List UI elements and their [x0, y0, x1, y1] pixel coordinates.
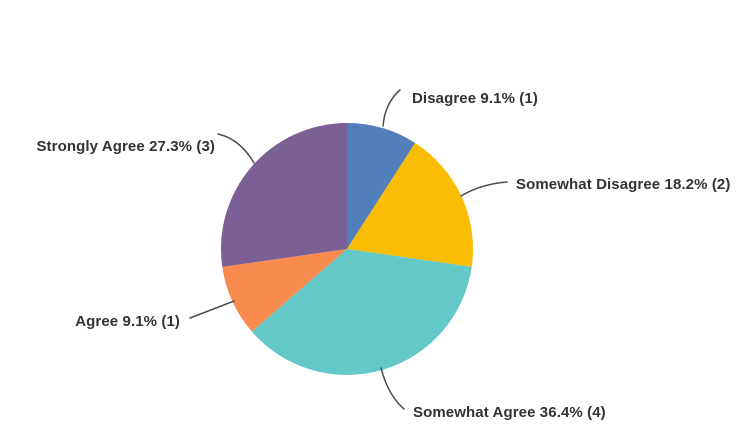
pie-slice-agree[interactable]: [222, 249, 347, 332]
label-somewhat-agree: Somewhat Agree 36.4% (4): [413, 404, 606, 421]
leader-line-disagree: [382, 89, 401, 127]
label-strongly-agree: Strongly Agree 27.3% (3): [36, 138, 215, 155]
label-disagree: Disagree 9.1% (1): [412, 90, 538, 107]
label-agree: Agree 9.1% (1): [75, 313, 180, 330]
leader-lines: [189, 89, 508, 410]
pie-slice-strongly-agree[interactable]: [220, 122, 347, 267]
leader-line-strongly-agree: [217, 133, 255, 164]
leader-line-somewhat-disagree: [460, 181, 508, 197]
label-somewhat-disagree: Somewhat Disagree 18.2% (2): [516, 176, 731, 193]
leader-line-agree: [189, 300, 235, 319]
pie-slice-somewhat-disagree[interactable]: [347, 143, 474, 267]
leader-line-somewhat-agree: [380, 367, 405, 410]
pie-slices: [220, 122, 474, 375]
pie-slice-disagree[interactable]: [347, 122, 416, 249]
pie-slice-somewhat-agree[interactable]: [251, 249, 472, 375]
